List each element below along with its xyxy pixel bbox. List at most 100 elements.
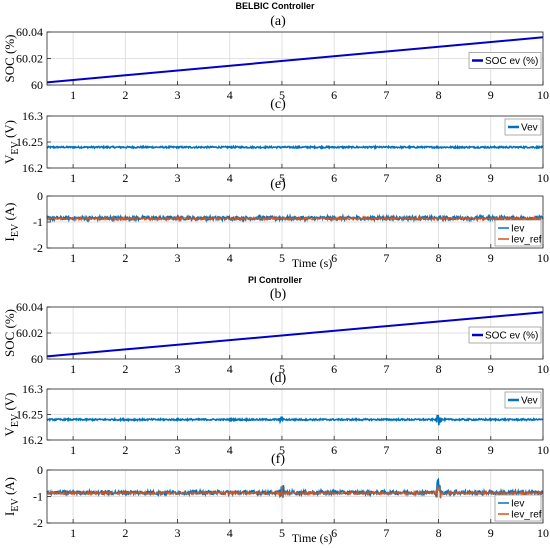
- x-tick-label: 6: [331, 362, 337, 376]
- x-tick-label: 2: [122, 88, 128, 102]
- x-tick-label: 3: [175, 526, 181, 540]
- series-vev: [46, 414, 544, 426]
- x-tick-label: 5: [279, 88, 285, 102]
- series-iev: [46, 477, 544, 499]
- x-tick-label: 8: [436, 362, 442, 376]
- legend-label: Iev: [511, 224, 524, 235]
- x-axis-label: Time (s): [292, 256, 333, 270]
- panel-label: (d): [270, 371, 287, 386]
- x-tick-label: 5: [279, 171, 285, 185]
- series-iev-ref: [46, 215, 544, 223]
- y-tick-label: 60: [31, 78, 43, 92]
- x-tick-label: 3: [175, 362, 181, 376]
- grid: [47, 31, 544, 86]
- y-axis-label: VEV (V): [2, 120, 21, 164]
- x-tick-label: 10: [537, 251, 549, 265]
- series-vev: [46, 144, 544, 151]
- series-soc-ev-: [46, 311, 544, 358]
- x-tick-label: 7: [383, 443, 389, 457]
- x-tick-label: 9: [488, 443, 494, 457]
- x-tick-label: 1: [70, 171, 76, 185]
- series-iev: [46, 213, 544, 224]
- x-tick-label: 10: [537, 88, 549, 102]
- x-tick-label: 4: [227, 526, 233, 540]
- y-tick-label: -1: [33, 215, 43, 229]
- y-tick-label: 16.25: [16, 135, 43, 149]
- x-tick-label: 4: [227, 88, 233, 102]
- y-tick-label: 16.2: [22, 161, 43, 175]
- x-tick-label: 7: [383, 171, 389, 185]
- legend-label: SOC ev (%): [485, 331, 538, 342]
- legend-label: Vev: [521, 123, 538, 134]
- x-tick-label: 7: [383, 526, 389, 540]
- panel-f: (f) -2 -1 0 1 2 3 4 5 6 7 8 9 10 IEV (A) Time (s) IevIev…: [2, 452, 549, 545]
- grid: [47, 388, 544, 441]
- y-tick-label: 16.3: [22, 109, 43, 123]
- y-axis-label: SOC (%): [2, 309, 17, 357]
- x-tick-label: 3: [175, 171, 181, 185]
- legend: Vev: [504, 391, 542, 409]
- series-soc-ev-: [46, 36, 544, 84]
- legend: SOC ev (%): [468, 52, 542, 69]
- x-tick-label: 9: [488, 251, 494, 265]
- y-tick-label: 60.04: [16, 25, 43, 39]
- x-tick-label: 9: [488, 88, 494, 102]
- x-tick-label: 7: [383, 362, 389, 376]
- x-tick-label: 5: [279, 251, 285, 265]
- y-tick-label: 60.04: [16, 300, 43, 314]
- x-tick-label: 2: [122, 251, 128, 265]
- x-tick-label: 2: [122, 443, 128, 457]
- x-tick-label: 3: [175, 251, 181, 265]
- y-tick-label: 0: [37, 189, 43, 203]
- x-tick-label: 8: [436, 526, 442, 540]
- x-tick-label: 8: [436, 251, 442, 265]
- series-group: [46, 36, 544, 84]
- y-axis-label: IEV (A): [2, 477, 21, 516]
- x-tick-label: 10: [537, 171, 549, 185]
- panel-label: (a): [270, 14, 286, 29]
- x-tick-label: 4: [227, 251, 233, 265]
- y-tick-label: 16.3: [22, 382, 43, 396]
- legend-label: Iev_ref: [511, 235, 542, 246]
- x-tick-label: 1: [70, 526, 76, 540]
- x-tick-label: 6: [331, 443, 337, 457]
- x-tick-label: 6: [331, 88, 337, 102]
- panel-c: (c) 16.2 16.25 16.3 1 2 3 4 5 6 7 8 9 10 VEV (V) Vev: [2, 97, 549, 185]
- x-tick-label: 2: [122, 171, 128, 185]
- x-tick-label: 6: [331, 171, 337, 185]
- x-tick-label: 1: [70, 88, 76, 102]
- x-tick-label: 4: [227, 171, 233, 185]
- x-tick-label: 2: [122, 362, 128, 376]
- panel-d: (d) 16.2 16.25 16.3 1 2 3 4 5 6 7 8 9 10 VEV (V) Vev: [2, 371, 549, 457]
- panel-a: BELBIC Controller (a) 60 60.02 60.04 1 2 3 4 5 6 7 8…: [2, 1, 549, 102]
- x-tick-label: 8: [436, 88, 442, 102]
- series-group: [46, 311, 544, 358]
- x-tick-label: 6: [331, 251, 337, 265]
- x-tick-label: 9: [488, 171, 494, 185]
- panel-e: (e) -2 -1 0 1 2 3 4 5 6 7 8 9 10 IEV (A) Time (s) IevIev…: [2, 177, 549, 270]
- x-tick-label: 8: [436, 171, 442, 185]
- series-group: [46, 414, 544, 426]
- legend-box: [494, 219, 542, 247]
- series-group: [46, 144, 544, 151]
- series-group: [46, 477, 544, 499]
- series-group: [46, 213, 544, 224]
- panel-label: (f): [271, 452, 285, 467]
- grid: [47, 306, 544, 360]
- legend-label: SOC ev (%): [485, 56, 538, 67]
- legend-box: [468, 326, 542, 344]
- x-tick-label: 7: [383, 88, 389, 102]
- y-tick-label: 60: [31, 352, 43, 366]
- x-tick-label: 10: [537, 362, 549, 376]
- x-tick-label: 9: [488, 362, 494, 376]
- x-tick-label: 4: [227, 362, 233, 376]
- y-tick-label: 60.02: [16, 326, 43, 340]
- y-tick-label: -1: [33, 490, 43, 504]
- section-title: BELBIC Controller: [235, 1, 314, 11]
- y-tick-label: 60.02: [16, 52, 43, 66]
- legend-label: Iev: [511, 499, 524, 510]
- panel-label: (e): [270, 177, 286, 192]
